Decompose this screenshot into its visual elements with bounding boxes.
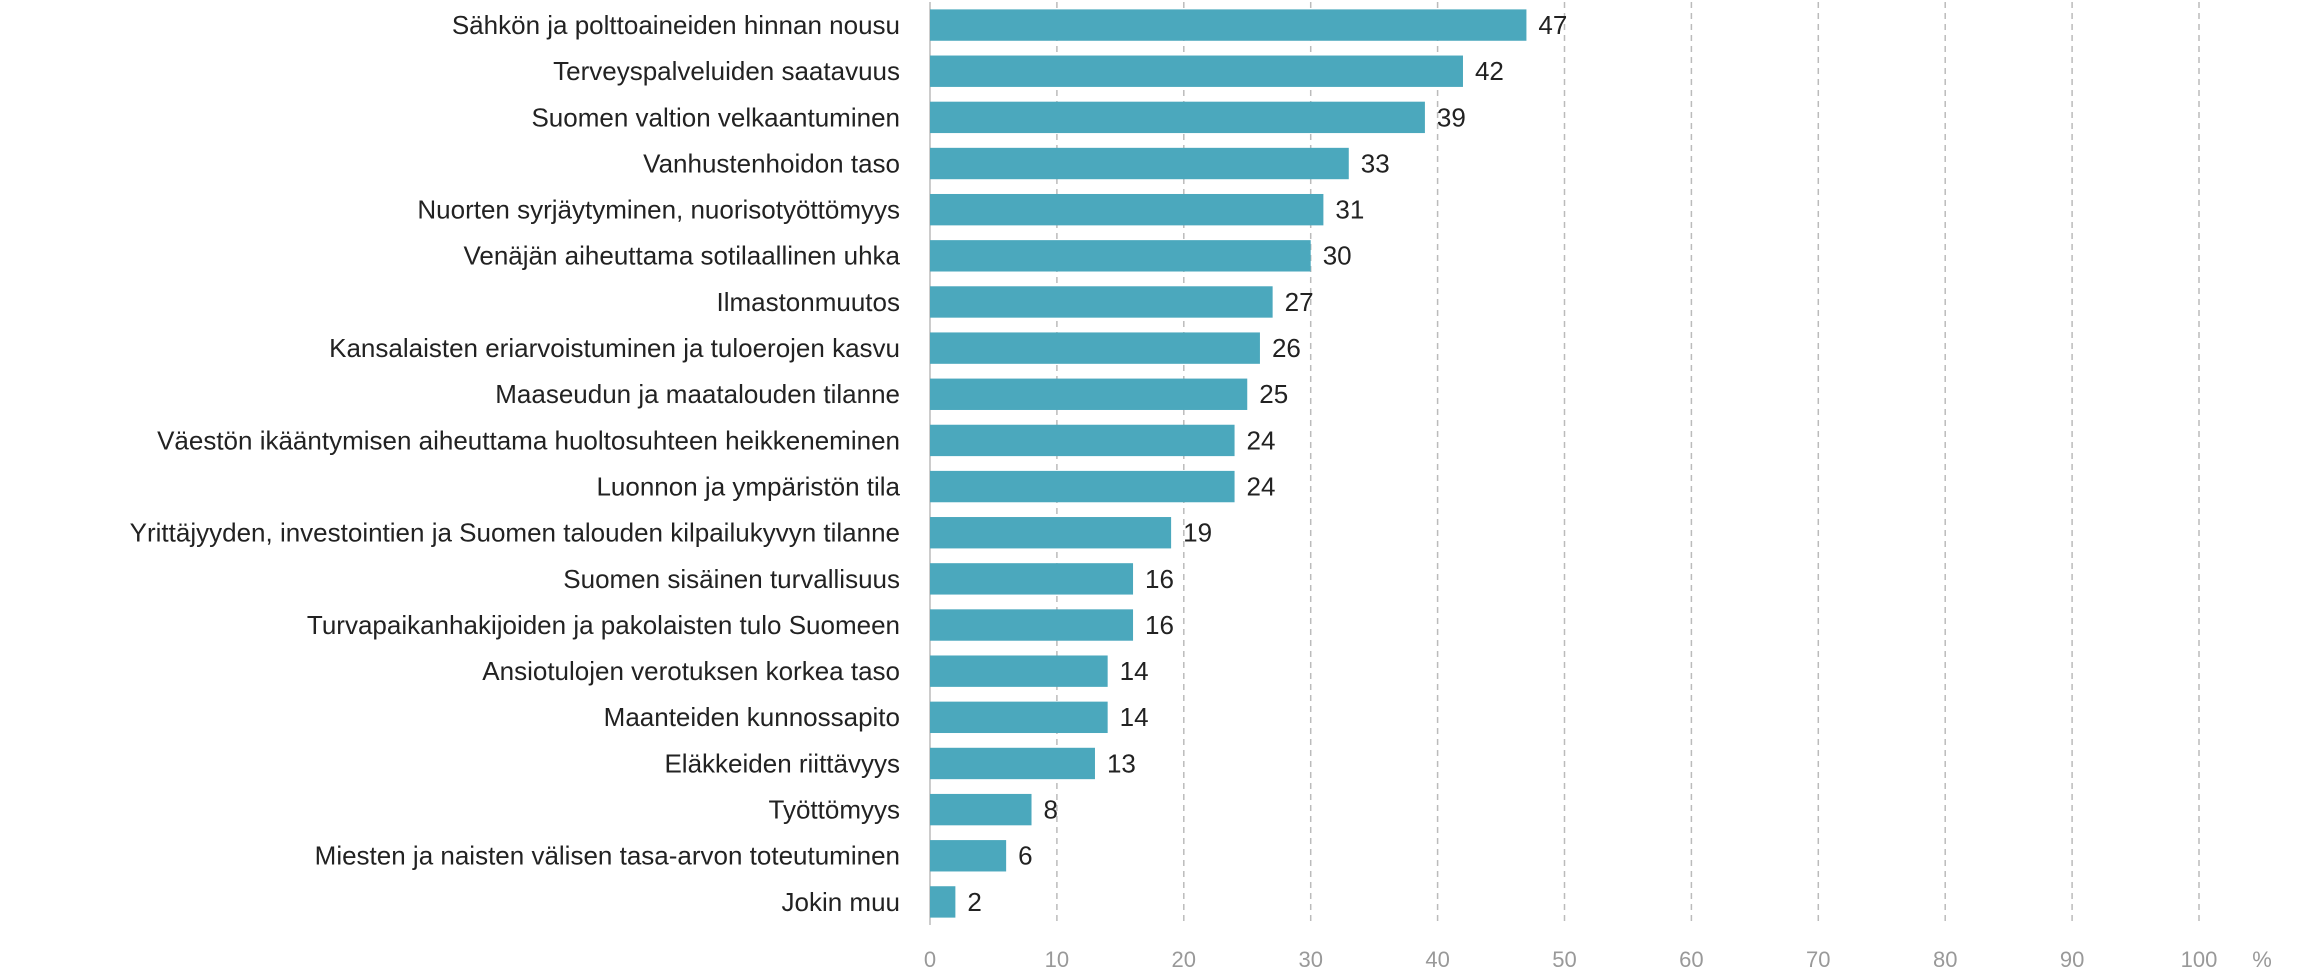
x-tick-label: 10 bbox=[1045, 947, 1069, 972]
value-label: 26 bbox=[1272, 333, 1301, 363]
y-tick-label: Turvapaikanhakijoiden ja pakolaisten tul… bbox=[307, 610, 900, 640]
x-tick-label: 90 bbox=[2060, 947, 2084, 972]
y-tick-label: Sähkön ja polttoaineiden hinnan nousu bbox=[452, 10, 900, 40]
value-label: 14 bbox=[1120, 702, 1149, 732]
value-label: 30 bbox=[1323, 241, 1352, 271]
y-tick-label: Kansalaisten eriarvoistuminen ja tuloero… bbox=[329, 333, 900, 363]
y-tick-label: Yrittäjyyden, investointien ja Suomen ta… bbox=[130, 518, 900, 548]
y-tick-label: Suomen sisäinen turvallisuus bbox=[563, 564, 900, 594]
bar bbox=[930, 747, 1095, 780]
value-label: 42 bbox=[1475, 56, 1504, 86]
y-tick-label: Suomen valtion velkaantuminen bbox=[531, 102, 900, 132]
bar bbox=[930, 424, 1235, 457]
x-tick-label: 80 bbox=[1933, 947, 1957, 972]
bar bbox=[930, 240, 1311, 272]
y-tick-label: Maaseudun ja maatalouden tilanne bbox=[495, 379, 900, 409]
y-tick-label: Venäjän aiheuttama sotilaallinen uhka bbox=[463, 241, 900, 271]
value-label: 47 bbox=[1538, 10, 1567, 40]
y-tick-label: Väestön ikääntymisen aiheuttama huoltosu… bbox=[157, 425, 900, 455]
x-tick-label: 70 bbox=[1806, 947, 1830, 972]
y-tick-label: Miesten ja naisten välisen tasa-arvon to… bbox=[315, 841, 900, 871]
y-tick-label: Ansiotulojen verotuksen korkea taso bbox=[482, 656, 900, 686]
x-tick-label: 20 bbox=[1172, 947, 1196, 972]
bar bbox=[930, 193, 1324, 226]
bar bbox=[930, 655, 1108, 687]
value-label: 33 bbox=[1361, 148, 1390, 178]
value-label: 6 bbox=[1018, 841, 1032, 871]
y-tick-label: Maanteiden kunnossapito bbox=[604, 702, 900, 732]
x-tick-label: 100 bbox=[2181, 947, 2218, 972]
bar bbox=[930, 55, 1463, 87]
y-tick-label: Jokin muu bbox=[782, 887, 901, 917]
value-label: 8 bbox=[1044, 795, 1058, 825]
y-tick-label: Ilmastonmuutos bbox=[716, 287, 900, 317]
bar bbox=[930, 101, 1425, 134]
value-label: 19 bbox=[1183, 518, 1212, 548]
y-tick-label: Nuorten syrjäytyminen, nuorisotyöttömyys bbox=[417, 195, 900, 225]
x-tick-label: 30 bbox=[1298, 947, 1322, 972]
bar bbox=[930, 701, 1108, 734]
y-tick-label: Vanhustenhoidon taso bbox=[643, 148, 900, 178]
y-tick-label: Eläkkeiden riittävyys bbox=[664, 748, 900, 778]
y-tick-label: Työttömyys bbox=[769, 795, 900, 825]
bar bbox=[930, 840, 1007, 872]
bar bbox=[930, 886, 956, 918]
value-label: 25 bbox=[1259, 379, 1288, 409]
value-label: 2 bbox=[967, 887, 981, 917]
x-tick-label: 0 bbox=[924, 947, 936, 972]
bar bbox=[930, 563, 1134, 595]
bar bbox=[930, 9, 1527, 41]
value-label: 24 bbox=[1247, 425, 1276, 455]
value-label: 24 bbox=[1247, 471, 1276, 501]
bar bbox=[930, 286, 1273, 318]
y-tick-label: Terveyspalveluiden saatavuus bbox=[553, 56, 900, 86]
value-label: 16 bbox=[1145, 610, 1174, 640]
value-label: 39 bbox=[1437, 102, 1466, 132]
x-tick-label: 40 bbox=[1425, 947, 1449, 972]
value-label: 16 bbox=[1145, 564, 1174, 594]
x-tick-label: 50 bbox=[1552, 947, 1576, 972]
bar bbox=[930, 793, 1032, 826]
bar bbox=[930, 470, 1235, 503]
bar bbox=[930, 147, 1349, 180]
bar bbox=[930, 517, 1172, 549]
value-label: 13 bbox=[1107, 748, 1136, 778]
bar bbox=[930, 378, 1248, 410]
y-tick-label: Luonnon ja ympäristön tila bbox=[596, 471, 900, 501]
bar bbox=[930, 332, 1260, 364]
value-label: 27 bbox=[1285, 287, 1314, 317]
x-axis-label: % bbox=[2252, 947, 2272, 972]
value-label: 31 bbox=[1335, 195, 1364, 225]
value-label: 14 bbox=[1120, 656, 1149, 686]
bar bbox=[930, 609, 1134, 641]
x-tick-label: 60 bbox=[1679, 947, 1703, 972]
